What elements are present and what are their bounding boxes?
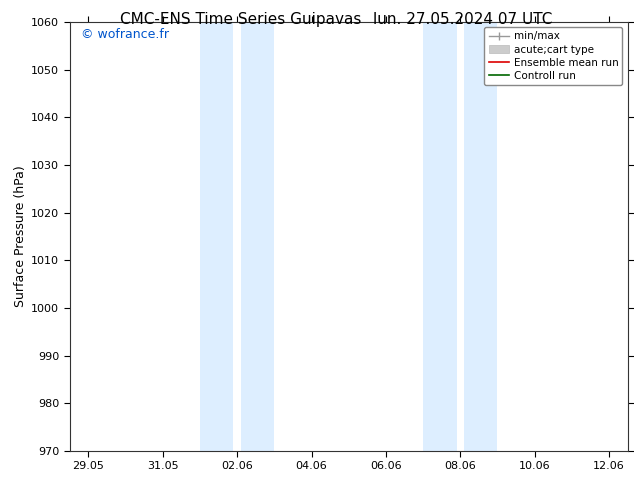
- Legend: min/max, acute;cart type, Ensemble mean run, Controll run: min/max, acute;cart type, Ensemble mean …: [484, 27, 623, 85]
- Bar: [241, 22, 275, 451]
- Text: © wofrance.fr: © wofrance.fr: [81, 28, 169, 42]
- Y-axis label: Surface Pressure (hPa): Surface Pressure (hPa): [14, 166, 27, 307]
- Bar: [200, 22, 233, 451]
- Bar: [464, 22, 498, 451]
- Bar: [423, 22, 456, 451]
- Text: CMC-ENS Time Series Guipavas: CMC-ENS Time Series Guipavas: [120, 12, 361, 27]
- Text: lun. 27.05.2024 07 UTC: lun. 27.05.2024 07 UTC: [373, 12, 552, 27]
